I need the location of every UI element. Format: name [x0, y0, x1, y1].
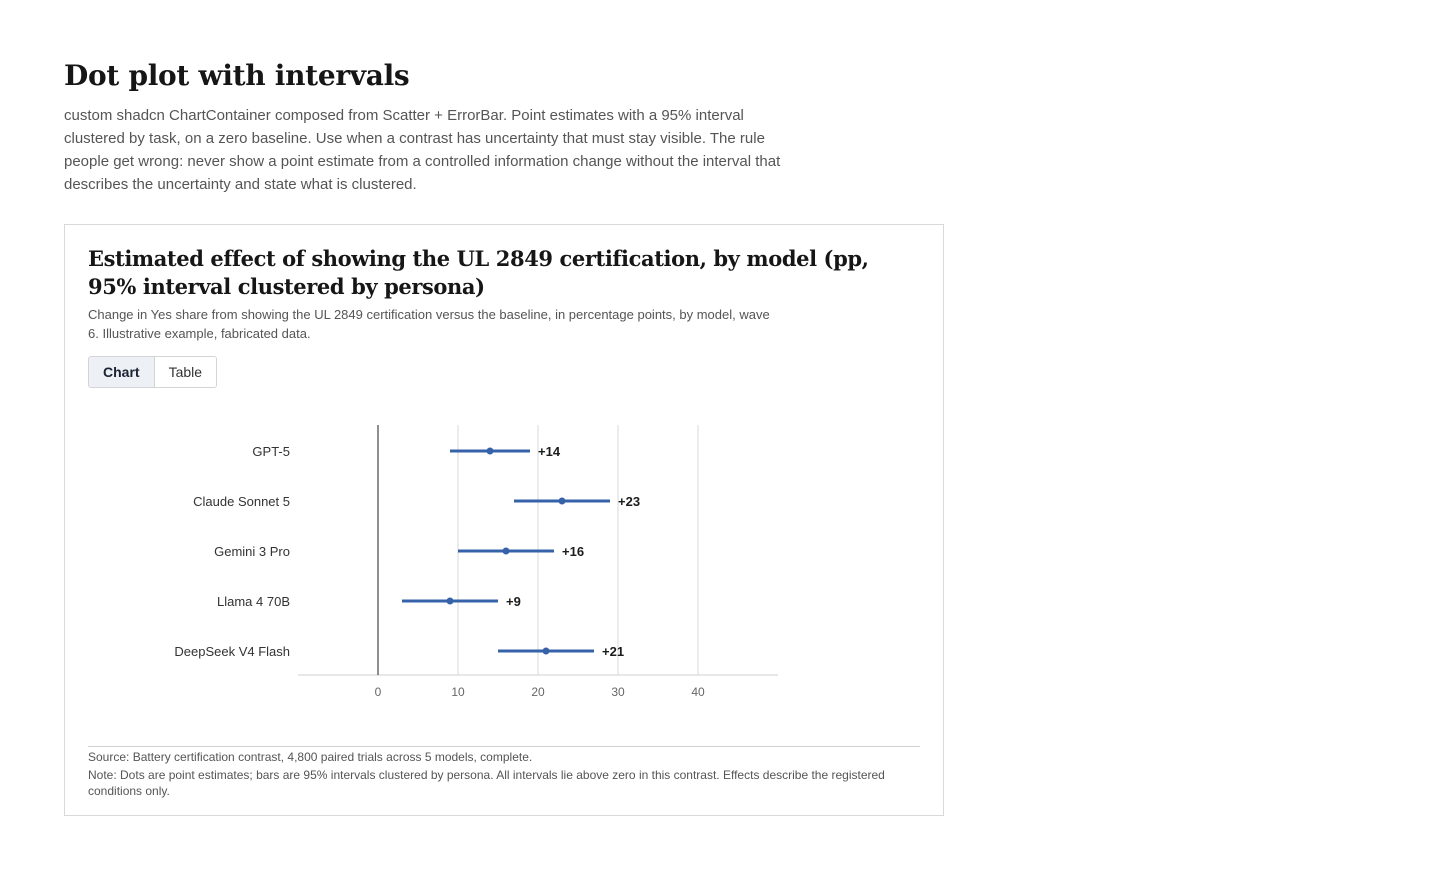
x-tick-label: 20 [531, 685, 545, 699]
view-tabs: Chart Table [88, 356, 218, 388]
page-description: custom shadcn ChartContainer composed fr… [64, 107, 781, 193]
x-tick-label: 0 [375, 685, 382, 699]
page-title: Dot plot with intervals [64, 59, 410, 92]
tab-chart[interactable]: Chart [89, 357, 155, 387]
y-category-label: Claude Sonnet 5 [193, 494, 290, 509]
dot-plot-svg: 0 10 20 30 40 GPT-5 +14 Claude Sonnet 5 +23 Gemin… [174, 425, 778, 699]
y-category-label: GPT-5 [252, 444, 290, 459]
page: Dot plot with intervals custom shadcn Ch… [64, 58, 944, 816]
x-tick-label: 40 [691, 685, 705, 699]
point-estimate-dot [542, 647, 550, 655]
data-label: +14 [538, 444, 561, 459]
chart-card: Estimated effect of showing the UL 2849 … [64, 224, 944, 816]
y-category-label: Llama 4 70B [217, 594, 290, 609]
point-estimate-dot [558, 497, 566, 505]
point-estimate-dot [502, 547, 510, 555]
data-label: +9 [506, 594, 521, 609]
point-estimate-dot [446, 597, 454, 605]
data-label: +23 [618, 494, 640, 509]
chart-title: Estimated effect of showing the UL 2849 … [88, 246, 869, 299]
chart-subtitle: Change in Yes share from showing the UL … [88, 307, 770, 341]
footer-divider [88, 746, 920, 747]
data-label: +16 [562, 544, 584, 559]
x-tick-label: 30 [611, 685, 625, 699]
point-estimate-dot [486, 447, 494, 455]
chart-note: Note: Dots are point estimates; bars are… [88, 768, 885, 798]
chart-source: Source: Battery certification contrast, … [88, 750, 533, 764]
y-category-label: DeepSeek V4 Flash [174, 644, 290, 659]
tab-table[interactable]: Table [154, 357, 217, 387]
y-category-label: Gemini 3 Pro [214, 544, 290, 559]
x-tick-label: 10 [451, 685, 465, 699]
chart-area: 0 10 20 30 40 GPT-5 +14 Claude Sonnet 5 +23 Gemin… [65, 415, 943, 715]
data-label: +21 [602, 644, 624, 659]
